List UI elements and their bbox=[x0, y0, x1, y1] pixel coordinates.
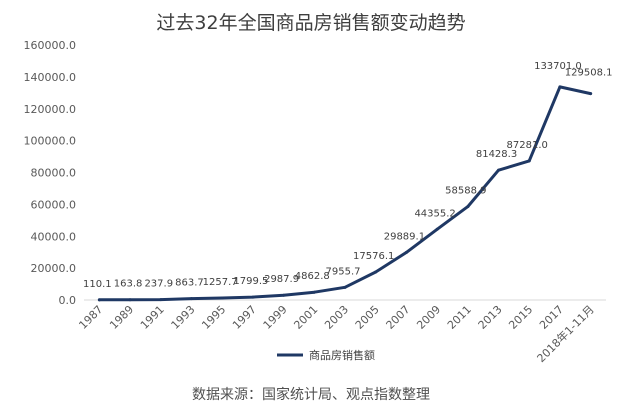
x-tick-label: 1995 bbox=[199, 303, 228, 332]
x-tick-label: 1993 bbox=[169, 303, 198, 332]
data-point bbox=[404, 250, 408, 254]
data-label: 133701.0 bbox=[534, 61, 582, 72]
y-tick-label: 60000.0 bbox=[31, 198, 77, 211]
data-point bbox=[497, 168, 501, 172]
data-label: 110.1 bbox=[83, 279, 112, 290]
x-tick-label: 2003 bbox=[322, 303, 351, 332]
data-point bbox=[312, 290, 316, 294]
source-note: 数据来源：国家统计局、观点指数整理 bbox=[192, 386, 430, 403]
data-label: 1257.7 bbox=[203, 277, 238, 288]
x-tick-label: 2015 bbox=[506, 303, 535, 332]
x-tick-label: 2001 bbox=[291, 303, 320, 332]
data-label: 7955.7 bbox=[326, 266, 361, 277]
data-label: 29889.1 bbox=[384, 231, 425, 242]
x-tick-label: 2005 bbox=[353, 303, 382, 332]
x-tick-label: 2007 bbox=[384, 303, 413, 332]
x-tick-label: 1999 bbox=[261, 303, 290, 332]
data-label: 1799.5 bbox=[233, 276, 268, 287]
chart-title: 过去32年全国商品房销售额变动趋势 bbox=[156, 12, 465, 34]
y-tick-label: 140000.0 bbox=[24, 71, 77, 84]
data-label: 17576.1 bbox=[353, 251, 394, 262]
x-tick-label: 2009 bbox=[414, 303, 443, 332]
x-tick-label: 2013 bbox=[476, 303, 505, 332]
y-tick-label: 80000.0 bbox=[31, 167, 77, 180]
x-tick-label: 2011 bbox=[445, 303, 474, 332]
legend-label: 商品房销售额 bbox=[309, 348, 375, 362]
y-tick-label: 0.0 bbox=[59, 294, 77, 307]
data-label: 2987.9 bbox=[264, 274, 299, 285]
data-label: 58588.9 bbox=[445, 186, 486, 197]
data-label: 163.8 bbox=[114, 279, 143, 290]
data-point bbox=[343, 285, 347, 289]
data-point bbox=[282, 293, 286, 297]
data-label: 44355.2 bbox=[414, 208, 455, 219]
y-tick-label: 120000.0 bbox=[24, 103, 77, 116]
legend: 商品房销售额 bbox=[277, 348, 375, 362]
data-point bbox=[159, 298, 163, 302]
data-point bbox=[558, 85, 562, 89]
data-point bbox=[589, 92, 593, 96]
data-label: 129508.1 bbox=[565, 68, 613, 79]
data-point bbox=[97, 298, 101, 302]
series-layer bbox=[97, 85, 593, 302]
data-label: 237.9 bbox=[144, 279, 173, 290]
data-label: 81428.3 bbox=[476, 149, 517, 160]
data-label: 87281.0 bbox=[507, 140, 548, 151]
x-tick-label: 1989 bbox=[107, 303, 136, 332]
data-point bbox=[435, 227, 439, 231]
data-point bbox=[466, 205, 470, 209]
x-tick-label: 1991 bbox=[138, 303, 167, 332]
y-tick-labels: 0.0 20000.0 40000.0 60000.0 80000.0 100000.0 1… bbox=[24, 39, 77, 307]
data-label: 863.7 bbox=[175, 278, 204, 289]
data-point bbox=[251, 295, 255, 299]
data-point bbox=[128, 298, 132, 302]
y-tick-label: 160000.0 bbox=[24, 39, 77, 52]
data-point bbox=[189, 297, 193, 301]
x-tick-label: 1997 bbox=[230, 303, 259, 332]
y-tick-label: 40000.0 bbox=[31, 230, 77, 243]
data-point bbox=[527, 159, 531, 163]
data-point bbox=[374, 270, 378, 274]
x-tick-label: 1987 bbox=[76, 303, 105, 332]
y-tick-label: 20000.0 bbox=[31, 262, 77, 275]
data-labels: 110.1 163.8 237.9 863.71257.71799.52987.948… bbox=[83, 61, 612, 290]
y-tick-label: 100000.0 bbox=[24, 135, 77, 148]
data-point bbox=[220, 296, 224, 300]
data-label: 4862.8 bbox=[295, 271, 330, 282]
